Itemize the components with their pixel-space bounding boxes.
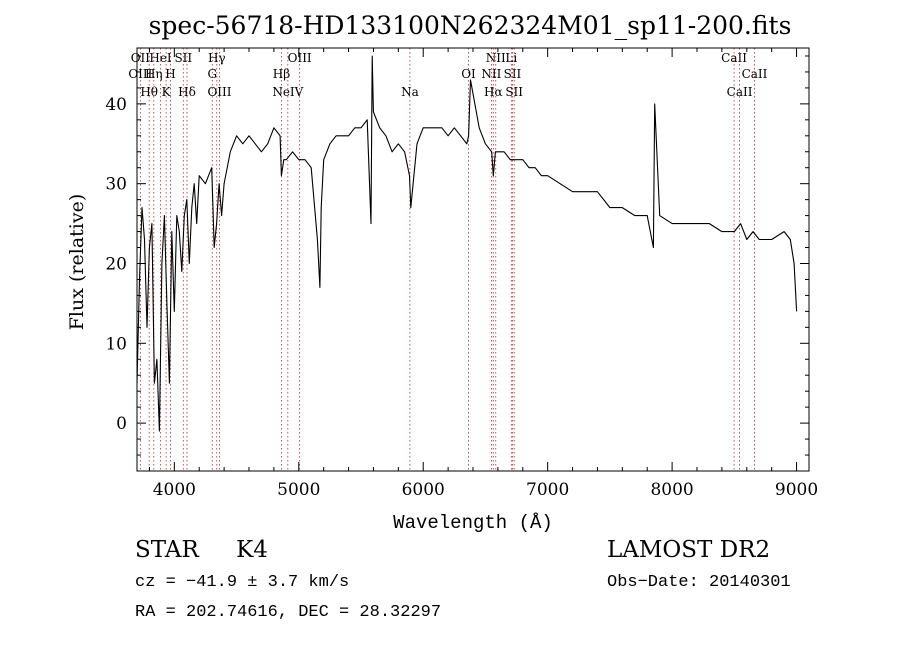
spectral-line-markers: OII OIII Hθ HeI Hη K SII HHδ Hγ G OIII OIII Hβ NeIV Na… [128,48,768,471]
y-tick-label: 30 [105,175,127,195]
y-tick-label: 40 [105,95,127,115]
chart-title: spec-56718-HD133100N262324M01_sp11-200.f… [149,11,792,40]
redshift-text: cz = −41.9 ± 3.7 km/s [135,573,350,592]
y-axis-label: Flux (relative) [66,194,88,331]
x-tick-label: 8000 [650,480,693,500]
spectral-line-label: NeIV [272,85,303,99]
x-tick-label: 5000 [277,480,320,500]
survey-name: LAMOST DR2 [607,537,771,563]
plot-frame [136,47,810,472]
star-class: STAR K4 [135,537,268,563]
spectral-line-label: CaII [721,51,747,65]
spectral-line-label: K [162,85,172,99]
spectral-line-label: SII [505,85,523,99]
spectral-line-label: Hδ [178,85,196,99]
spectral-line-label: Na [401,85,419,99]
spectral-line-label: H [165,67,175,81]
spectral-line-label: G [207,67,217,81]
x-tick-label: 6000 [402,480,445,500]
spectral-line-label: SII [504,67,522,81]
spectral-line-label: Hη [145,67,163,81]
spectral-line-label: NII [486,51,506,65]
axis-ticks: 4000 5000 6000 7000 8000 9000 0 10 20 30 40 [105,48,818,500]
coordinates-text: RA = 202.74616, DEC = 28.32297 [135,603,442,622]
y-tick-label: 10 [105,334,127,354]
spectral-line-label: OIII [128,67,152,81]
object-subclass: K4 [236,537,268,563]
spectral-line-label: SII [174,51,192,65]
y-tick-label: 0 [116,414,127,434]
spectral-line-label: Hα [484,85,503,99]
spectral-line-label: OII [131,51,151,65]
spectral-line-label: CaII [727,85,753,99]
spectral-line-label: OIII [288,51,312,65]
y-tick-label: 20 [105,254,127,274]
spectral-line-label: HeI [149,51,172,65]
spectral-line-label: Hβ [273,67,290,81]
x-tick-label: 7000 [526,480,569,500]
x-axis-label: Wavelength (Å) [393,512,553,534]
spectral-line-label: NII [481,67,501,81]
x-tick-label: 4000 [153,480,196,500]
object-class: STAR [135,537,199,563]
spectral-line-label: OIII [207,85,231,99]
spectral-line-label: Li [505,51,517,65]
spectral-line-label: Hθ [140,85,158,99]
x-tick-label: 9000 [775,480,818,500]
spectral-line-label: OI [461,67,476,81]
obs-date: Obs−Date: 20140301 [607,573,791,592]
spectrum-series-line [136,55,798,432]
spectral-line-label: Hγ [208,51,226,65]
spectral-line-label: CaII [742,67,768,81]
